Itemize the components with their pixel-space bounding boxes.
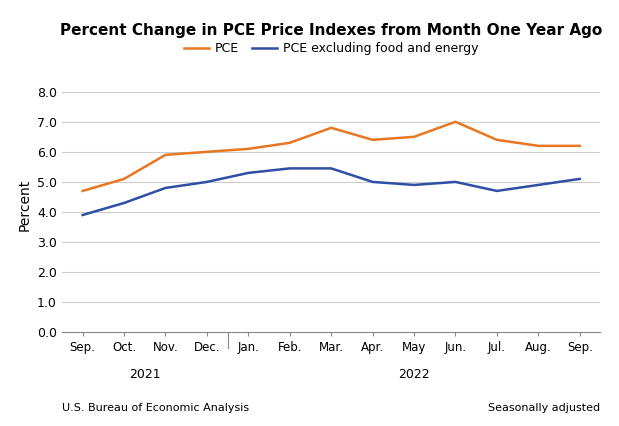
Text: 2022: 2022 [398, 368, 430, 381]
Title: Percent Change in PCE Price Indexes from Month One Year Ago: Percent Change in PCE Price Indexes from… [60, 23, 602, 38]
Text: U.S. Bureau of Economic Analysis: U.S. Bureau of Economic Analysis [62, 403, 249, 413]
Text: Seasonally adjusted: Seasonally adjusted [488, 403, 600, 413]
Y-axis label: Percent: Percent [17, 178, 32, 230]
Legend: PCE, PCE excluding food and energy: PCE, PCE excluding food and energy [179, 37, 483, 60]
Text: 2021: 2021 [129, 368, 160, 381]
